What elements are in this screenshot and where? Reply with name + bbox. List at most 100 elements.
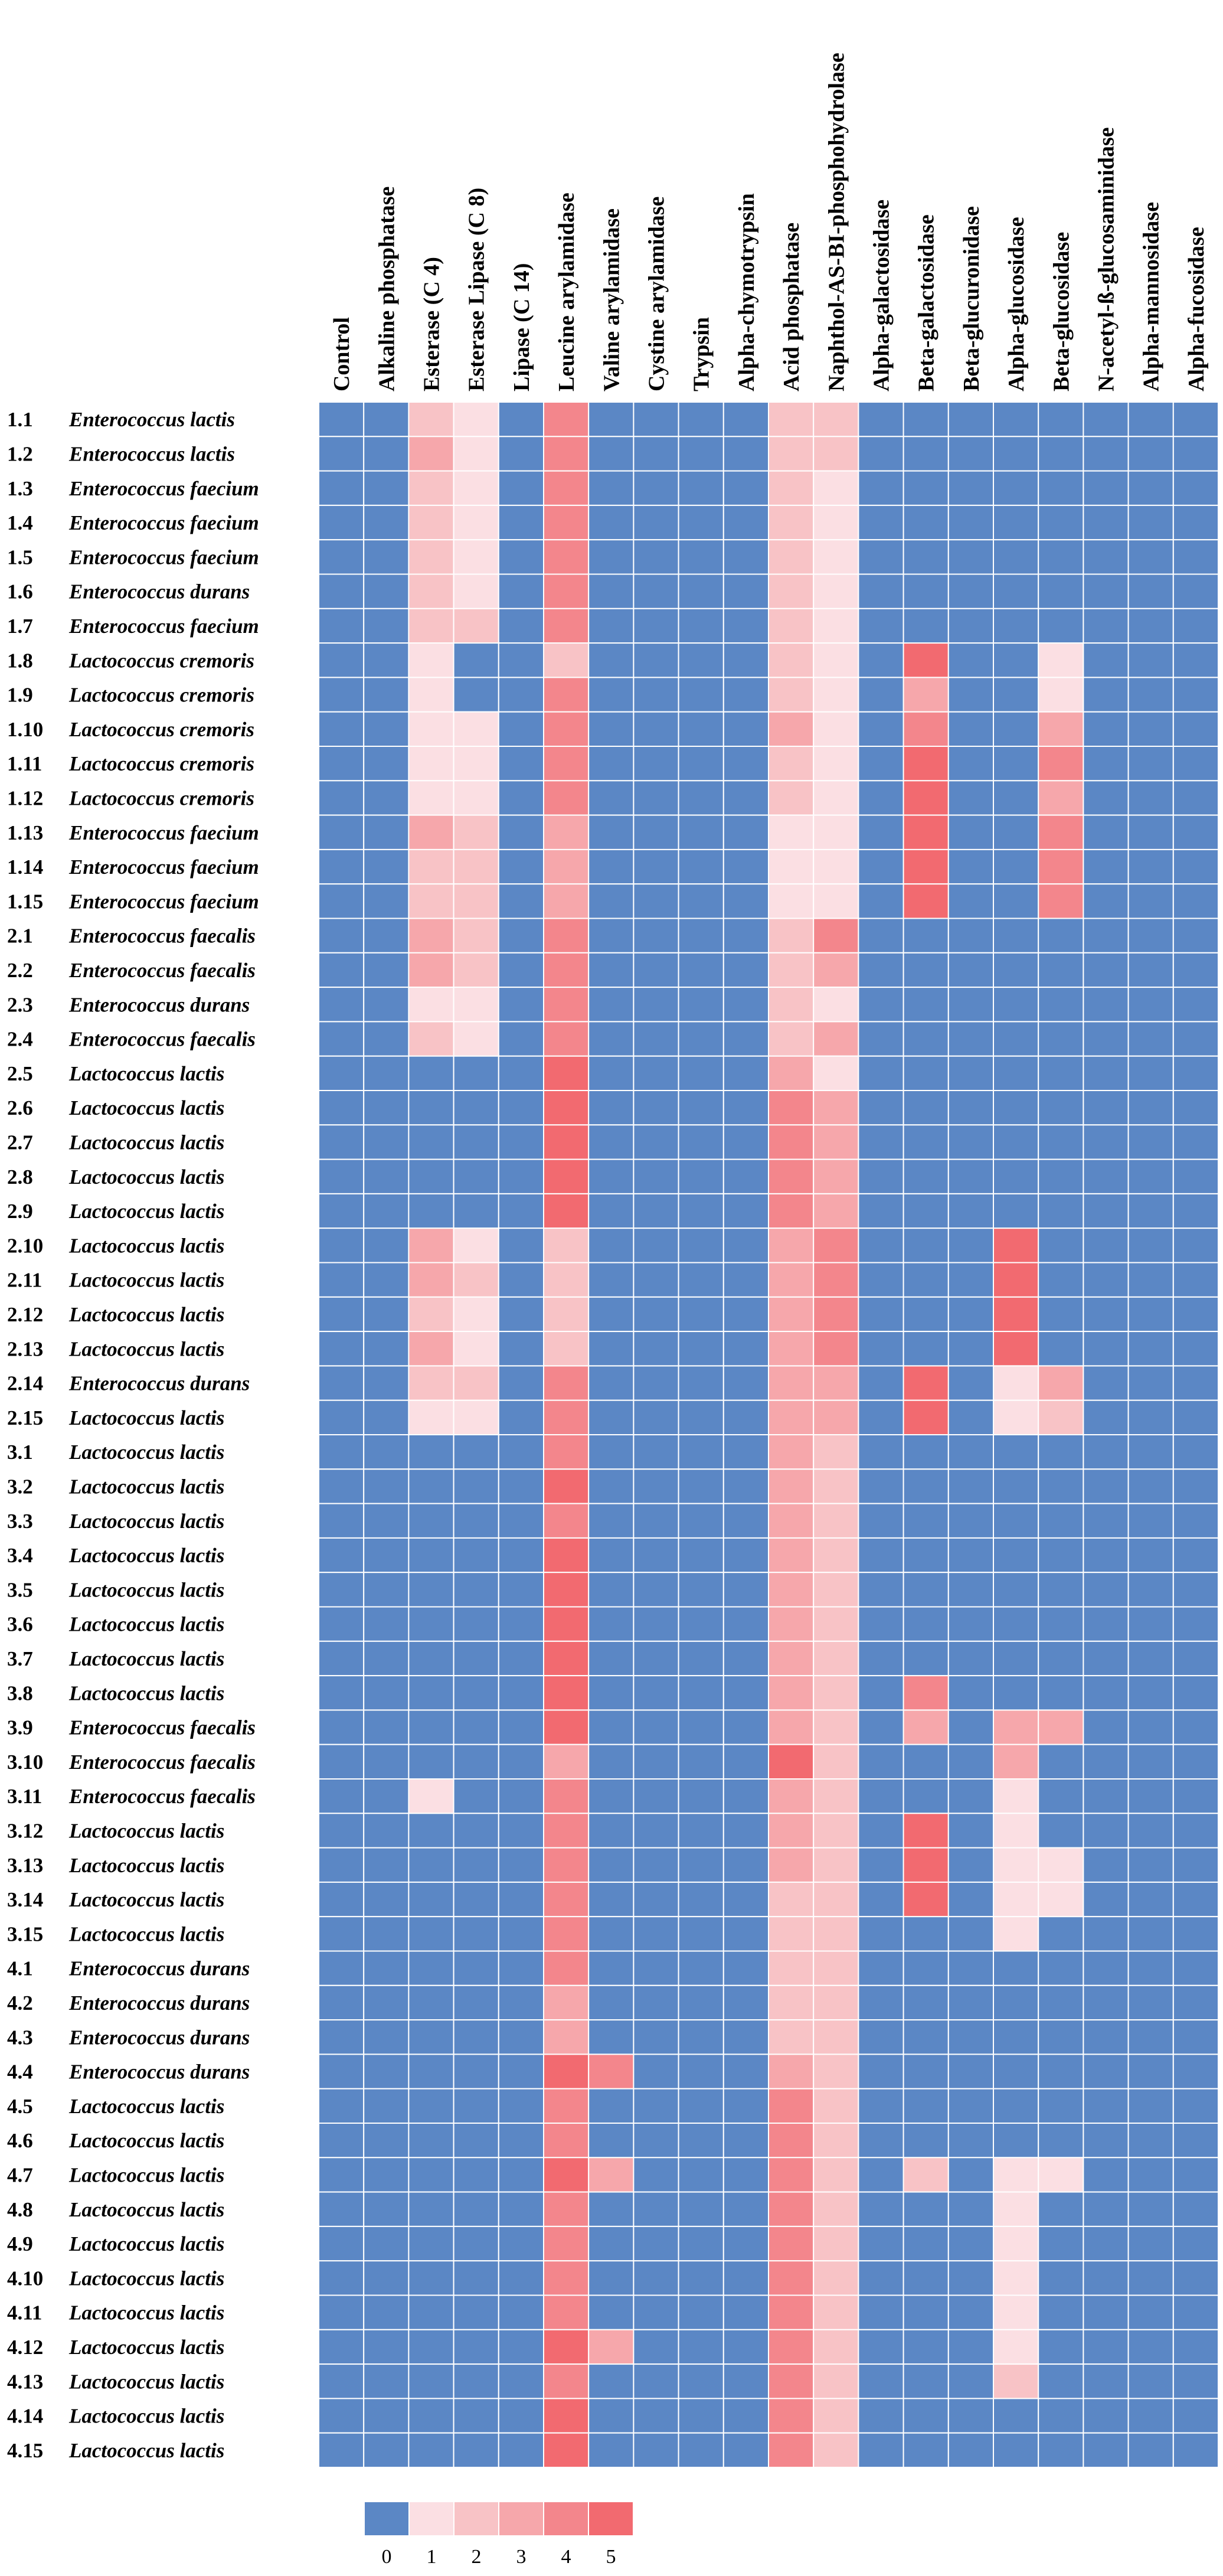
heatmap-cell xyxy=(498,1090,544,1126)
heatmap-cell xyxy=(318,2260,365,2296)
heatmap-cell xyxy=(813,1709,859,1745)
heatmap-cell xyxy=(408,1227,454,1263)
heatmap-cell xyxy=(993,1055,1039,1091)
heatmap-cell xyxy=(408,436,454,472)
heatmap-cell xyxy=(498,401,544,438)
heatmap-cell xyxy=(408,2225,454,2262)
heatmap-cell xyxy=(318,883,365,919)
heatmap-cell xyxy=(1127,711,1174,747)
heatmap-cell xyxy=(722,1813,770,1849)
heatmap-cell xyxy=(722,1572,770,1608)
heatmap-cell xyxy=(1083,1950,1129,1986)
heatmap-cell xyxy=(768,1916,815,1952)
heatmap-cell xyxy=(678,2329,724,2365)
heatmap-cell xyxy=(363,1709,410,1745)
heatmap-cell xyxy=(453,2260,499,2296)
heatmap-cell xyxy=(588,401,635,438)
heatmap-cell xyxy=(318,1709,365,1745)
heatmap-cell xyxy=(633,2398,679,2434)
heatmap-cell xyxy=(1083,642,1129,678)
heatmap-cell xyxy=(993,2157,1039,2193)
heatmap-cell xyxy=(993,1090,1039,1126)
heatmap-cell xyxy=(858,1296,904,1333)
heatmap-cell xyxy=(1127,1709,1174,1745)
heatmap-cell xyxy=(993,1399,1039,1435)
column-label: Control xyxy=(329,317,354,391)
row-id-label: 3.6 xyxy=(7,1613,33,1636)
heatmap-cell xyxy=(678,1331,724,1367)
row-species-label: Lactococcus lactis xyxy=(68,2301,224,2324)
heatmap-cell xyxy=(993,1778,1039,1814)
heatmap-cell xyxy=(858,470,904,506)
heatmap-cell xyxy=(543,1227,590,1263)
heatmap-cell xyxy=(1127,918,1174,954)
row-id-label: 2.3 xyxy=(7,993,33,1016)
heatmap-cell xyxy=(1083,883,1129,919)
heatmap-cell xyxy=(498,1331,544,1367)
heatmap-cell xyxy=(453,1881,499,1918)
heatmap-cell xyxy=(1127,642,1174,678)
heatmap-cell xyxy=(858,1813,904,1849)
heatmap-cell xyxy=(1038,1744,1084,1780)
heatmap-cell xyxy=(1127,2053,1174,2089)
heatmap-cell xyxy=(947,1606,995,1642)
heatmap-cell xyxy=(947,677,995,713)
heatmap-cell xyxy=(588,746,635,782)
heatmap-cell xyxy=(902,2398,949,2434)
row-id-label: 4.2 xyxy=(7,1991,33,2015)
row-species-label: Lactococcus lactis xyxy=(68,2370,224,2393)
heatmap-cell xyxy=(858,1193,904,1229)
heatmap-cell xyxy=(678,642,724,678)
heatmap-cell xyxy=(363,2260,410,2296)
heatmap-cell xyxy=(363,1813,410,1849)
heatmap-cell xyxy=(498,2294,544,2330)
row-species-label: Lactococcus lactis xyxy=(68,2095,224,2118)
heatmap-cell xyxy=(633,1709,679,1745)
heatmap-cell xyxy=(768,1778,815,1814)
heatmap-cell xyxy=(588,539,635,575)
heatmap-cell xyxy=(1172,746,1219,782)
heatmap-cell xyxy=(947,504,995,541)
heatmap-cell xyxy=(1172,642,1219,678)
heatmap-cell xyxy=(363,1950,410,1986)
heatmap-cell xyxy=(1083,1847,1129,1883)
heatmap-cell xyxy=(858,1881,904,1918)
heatmap-cell xyxy=(1083,952,1129,988)
heatmap-cell xyxy=(858,504,904,541)
heatmap-cell xyxy=(408,883,454,919)
row-species-label: Lactococcus lactis xyxy=(68,2129,224,2152)
heatmap-cell xyxy=(858,2363,904,2399)
heatmap-cell xyxy=(318,1744,365,1780)
heatmap-cell xyxy=(1038,677,1084,713)
heatmap-cell xyxy=(1038,2123,1084,2159)
heatmap-cell xyxy=(1172,1124,1219,1160)
heatmap-cell xyxy=(768,848,815,885)
heatmap-cell xyxy=(588,987,635,1023)
heatmap-cell xyxy=(1127,1640,1174,1677)
heatmap-cell xyxy=(1083,539,1129,575)
heatmap-cell xyxy=(1038,1984,1084,2021)
heatmap-cell xyxy=(498,1227,544,1263)
heatmap-cell xyxy=(722,2398,770,2434)
heatmap-cell xyxy=(722,1468,770,1504)
heatmap-cell xyxy=(588,1984,635,2021)
heatmap-cell xyxy=(543,2053,590,2089)
legend-swatch xyxy=(453,2501,499,2536)
heatmap-cell xyxy=(947,2432,995,2469)
row-id-label: 2.6 xyxy=(7,1096,33,1119)
heatmap-cell xyxy=(858,952,904,988)
heatmap-cell xyxy=(1127,2363,1174,2399)
heatmap-cell xyxy=(408,1606,454,1642)
heatmap-cell xyxy=(588,1709,635,1745)
row-species-label: Enterococcus durans xyxy=(68,1372,250,1395)
heatmap-cell xyxy=(1083,1055,1129,1091)
heatmap-cell xyxy=(813,780,859,816)
heatmap-cell xyxy=(363,1124,410,1160)
heatmap-cell xyxy=(947,952,995,988)
heatmap-cell xyxy=(993,1262,1039,1298)
heatmap-cell xyxy=(993,1847,1039,1883)
heatmap-cell xyxy=(588,848,635,885)
heatmap-cell xyxy=(363,470,410,506)
heatmap-cell xyxy=(813,2363,859,2399)
heatmap-cell xyxy=(768,780,815,816)
